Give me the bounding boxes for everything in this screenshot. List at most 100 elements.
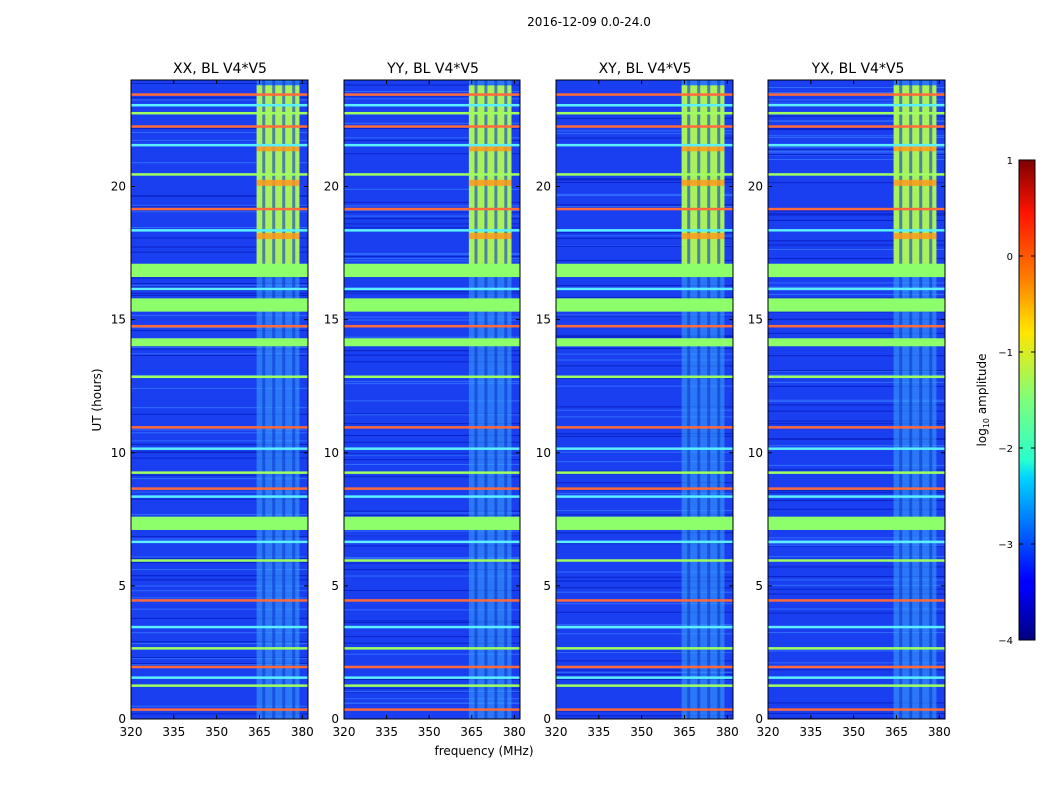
rfi-patch — [256, 145, 300, 152]
noise-row — [768, 575, 945, 577]
colorbar-tick-label: −3 — [998, 540, 1013, 551]
y-tick-label: 15 — [111, 313, 126, 327]
noise-row — [768, 508, 945, 510]
x-tick-label: 335 — [799, 725, 822, 739]
rfi-line — [131, 684, 308, 687]
x-ticks: 320 335 350 365 380 — [545, 80, 739, 739]
noise-row — [131, 353, 308, 355]
noise-row — [768, 584, 945, 586]
noise-row — [768, 87, 945, 89]
noise-row — [344, 252, 520, 254]
noise-row — [344, 609, 520, 611]
noise-row — [556, 335, 733, 337]
noise-row — [556, 543, 733, 545]
rfi-line — [556, 540, 733, 544]
noise-row — [768, 612, 945, 614]
noise-row — [131, 429, 308, 431]
noise-row — [556, 671, 733, 673]
noise-row — [768, 332, 945, 334]
noise-row — [768, 210, 945, 212]
noise-row — [344, 535, 520, 537]
noise-row — [768, 154, 945, 156]
x-tick-label: 350 — [842, 725, 865, 739]
noise-row — [131, 514, 308, 516]
noise-row — [131, 579, 308, 581]
y-axis-label: UT (hours) — [90, 368, 104, 431]
panel-frame — [130, 79, 309, 720]
noise-row — [768, 385, 945, 387]
noise-row — [344, 556, 520, 558]
noise-row — [344, 698, 520, 700]
noise-row — [768, 297, 945, 299]
rfi-wideband — [768, 298, 945, 312]
noise-row — [556, 624, 733, 626]
noise-row — [556, 435, 733, 437]
rfi-wideband — [344, 338, 520, 347]
rfi-line — [131, 111, 308, 115]
noise-row — [768, 593, 945, 595]
noise-row — [344, 622, 520, 624]
rfi-line — [768, 495, 945, 498]
rfi-line — [131, 375, 308, 379]
y-ticks: 0 5 10 15 20 — [111, 180, 308, 726]
noise-row — [344, 153, 520, 155]
rfi-line — [344, 625, 520, 629]
noise-row — [344, 90, 520, 92]
rfi-line — [131, 599, 308, 602]
rfi-line — [131, 559, 308, 562]
noise-row — [768, 588, 945, 590]
noise-row — [556, 510, 733, 512]
rfi-line — [131, 143, 308, 147]
noise-row — [556, 489, 733, 491]
noise-row — [768, 182, 945, 184]
noise-row — [344, 205, 520, 207]
noise-row — [768, 608, 945, 610]
noise-row — [344, 453, 520, 455]
noise-row — [768, 152, 945, 154]
noise-row — [556, 470, 733, 472]
rfi-line — [344, 375, 520, 379]
rfi-line — [131, 625, 308, 629]
noise-row — [131, 82, 308, 84]
noise-row — [556, 296, 733, 298]
rfi-line — [768, 447, 945, 450]
rfi-line — [556, 665, 733, 669]
noise-row — [556, 205, 733, 207]
noise-row — [556, 406, 733, 408]
noise-row — [556, 133, 733, 135]
panel-xx: XX, BL V4*V5 320 335 350 365 380 0 5 10 15 20 — [111, 61, 314, 739]
noise-row — [768, 669, 945, 671]
rfi-line — [556, 471, 733, 474]
y-tick-label: 10 — [748, 446, 763, 460]
y-tick-label: 0 — [331, 712, 339, 726]
noise-row — [556, 235, 733, 237]
noise-row — [768, 579, 945, 581]
noise-row — [768, 438, 945, 440]
noise-row — [344, 316, 520, 318]
noise-row — [131, 246, 308, 248]
noise-row — [344, 423, 520, 425]
noise-row — [768, 135, 945, 137]
noise-row — [768, 92, 945, 94]
noise-row — [131, 407, 308, 409]
x-tick-label: 320 — [120, 725, 143, 739]
noise-row — [131, 330, 308, 332]
rfi-line — [768, 111, 945, 115]
colorbar-tick-label: −2 — [998, 444, 1013, 455]
noise-row — [131, 348, 308, 350]
noise-row — [344, 414, 520, 416]
noise-row — [768, 158, 945, 160]
band-stripe — [717, 80, 721, 719]
panel-yx: YX, BL V4*V5 320 335 350 365 380 0 5 10 15 20 — [748, 61, 951, 739]
band-stripe — [929, 80, 933, 719]
spectrogram-yy — [344, 80, 520, 719]
noise-row — [344, 557, 520, 559]
rfi-wideband — [344, 263, 520, 278]
noise-row — [131, 657, 308, 659]
noise-row — [768, 286, 945, 288]
noise-row — [131, 205, 308, 207]
noise-row — [344, 691, 520, 693]
noise-row — [768, 240, 945, 242]
band-stripe — [697, 80, 701, 719]
band-stripe — [899, 80, 903, 719]
